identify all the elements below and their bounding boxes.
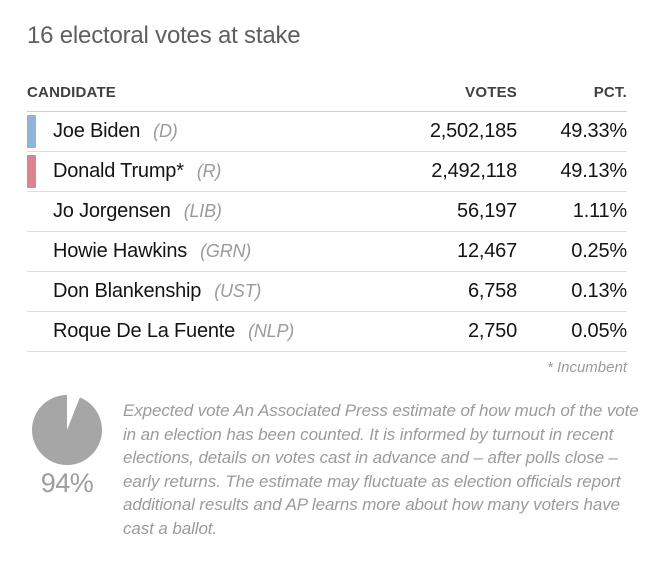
no-marker — [27, 195, 36, 228]
candidate-party: (GRN) — [200, 241, 252, 261]
party-marker-cell — [27, 272, 53, 311]
pct-value: 49.33% — [560, 120, 627, 142]
table-row: Roque De La Fuente (NLP) 2,750 0.05% — [27, 312, 627, 352]
votes-value: 6,758 — [467, 280, 517, 302]
table-row: Jo Jorgensen (LIB) 56,197 1.11% — [27, 192, 627, 232]
candidate-party: (LIB) — [183, 201, 222, 221]
incumbent-footnote: * Incumbent — [546, 359, 627, 376]
no-marker — [27, 235, 36, 268]
no-marker — [27, 315, 36, 348]
expected-vote-description: Expected vote An Associated Press estima… — [123, 401, 639, 538]
pct-value: 1.11% — [572, 200, 627, 222]
party-marker-cell — [27, 192, 53, 231]
rep-marker-bar — [27, 155, 36, 188]
expected-vote-section: 94% Expected vote An Associated Press es… — [27, 395, 640, 540]
votes-value: 12,467 — [457, 240, 517, 262]
votes-value: 2,502,185 — [429, 120, 517, 142]
candidate-name: Donald Trump* — [53, 160, 184, 182]
pct-value: 49.13% — [560, 160, 627, 182]
candidate-name: Jo Jorgensen — [53, 200, 171, 222]
candidate-name: Howie Hawkins — [53, 240, 188, 262]
table-row: Joe Biden (D) 2,502,185 49.33% — [27, 112, 627, 152]
no-marker — [27, 275, 36, 308]
candidate-cell: Don Blankenship (UST) — [53, 280, 397, 303]
column-header-candidate: CANDIDATE — [27, 84, 117, 101]
page-title: 16 electoral votes at stake — [27, 22, 301, 49]
table-row: Howie Hawkins (GRN) 12,467 0.25% — [27, 232, 627, 272]
candidate-cell: Howie Hawkins (GRN) — [53, 240, 397, 263]
candidate-cell: Joe Biden (D) — [53, 120, 397, 143]
party-marker-cell — [27, 232, 53, 271]
votes-value: 2,750 — [467, 320, 517, 342]
party-marker-cell — [27, 152, 53, 191]
candidate-party: (D) — [153, 121, 178, 141]
pct-value: 0.13% — [571, 280, 627, 302]
candidate-party: (UST) — [214, 281, 262, 301]
expected-vote-pie-chart — [32, 395, 102, 465]
votes-value: 2,492,118 — [431, 160, 517, 182]
candidate-name: Roque De La Fuente — [53, 320, 236, 342]
table-row: Don Blankenship (UST) 6,758 0.13% — [27, 272, 627, 312]
candidate-party: (NLP) — [248, 321, 295, 341]
table-header-row: CANDIDATE VOTES PCT. — [27, 84, 627, 112]
party-marker-cell — [27, 312, 53, 351]
party-marker-cell — [27, 112, 53, 151]
candidate-cell: Roque De La Fuente (NLP) — [53, 320, 397, 343]
column-header-votes: VOTES — [465, 84, 517, 101]
candidate-name: Joe Biden — [53, 120, 141, 142]
results-table: CANDIDATE VOTES PCT. Joe Biden (D) 2,502… — [27, 84, 627, 377]
expected-vote-percent: 94% — [40, 468, 94, 498]
candidate-party: (R) — [196, 161, 222, 181]
candidate-cell: Jo Jorgensen (LIB) — [53, 200, 397, 223]
column-header-pct: PCT. — [593, 84, 627, 101]
expected-vote-pie-block: 94% — [27, 395, 107, 498]
votes-value: 56,197 — [457, 200, 517, 222]
pct-value: 0.25% — [571, 240, 627, 262]
table-row: Donald Trump* (R) 2,492,118 49.13% — [27, 152, 627, 192]
candidate-cell: Donald Trump* (R) — [53, 160, 397, 183]
pct-value: 0.05% — [571, 320, 627, 342]
dem-marker-bar — [27, 115, 36, 148]
candidate-name: Don Blankenship — [53, 280, 202, 302]
